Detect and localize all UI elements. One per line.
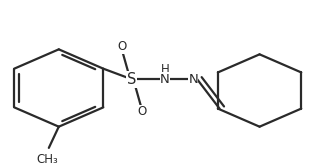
Text: N: N — [188, 73, 198, 86]
Text: S: S — [127, 72, 136, 87]
Text: H: H — [161, 63, 169, 76]
Text: CH₃: CH₃ — [36, 153, 58, 166]
Text: O: O — [117, 40, 126, 53]
Text: O: O — [137, 105, 146, 118]
Text: N: N — [160, 73, 170, 86]
